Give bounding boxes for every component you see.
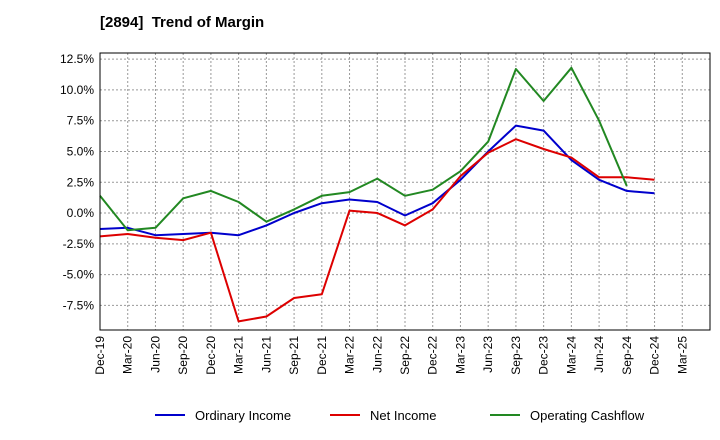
y-tick-label: -5.0% bbox=[63, 268, 95, 282]
x-tick-label: Jun-22 bbox=[370, 336, 384, 373]
x-tick-label: Mar-20 bbox=[121, 336, 135, 374]
x-tick-label: Dec-23 bbox=[537, 336, 551, 375]
x-tick-label: Jun-21 bbox=[259, 336, 273, 373]
y-tick-label: 5.0% bbox=[67, 144, 95, 158]
x-tick-label: Sep-20 bbox=[176, 336, 190, 375]
y-tick-label: 0.0% bbox=[67, 206, 95, 220]
x-tick-label: Jun-23 bbox=[481, 336, 495, 373]
x-tick-label: Jun-24 bbox=[592, 336, 606, 373]
x-tick-label: Mar-21 bbox=[232, 336, 246, 374]
x-tick-label: Dec-19 bbox=[93, 336, 107, 375]
legend: Ordinary Income Net Income Operating Cashf… bbox=[155, 408, 645, 423]
x-tick-label: Sep-21 bbox=[287, 336, 301, 375]
y-tick-label: 12.5% bbox=[60, 52, 94, 66]
y-tick-label: 2.5% bbox=[67, 175, 95, 189]
x-tick-label: Sep-23 bbox=[509, 336, 523, 375]
y-tick-label: 7.5% bbox=[67, 114, 95, 128]
x-tick-label: Dec-21 bbox=[315, 336, 329, 375]
x-tick-label: Mar-25 bbox=[675, 336, 689, 374]
x-tick-label: Sep-22 bbox=[398, 336, 412, 375]
plot-area-border bbox=[99, 52, 711, 331]
series-lines bbox=[99, 66, 655, 323]
series-line-ordinary-income bbox=[99, 124, 655, 237]
plot-area-background bbox=[100, 53, 710, 330]
x-tick-label: Mar-23 bbox=[453, 336, 467, 374]
legend-label-ordinary-income: Ordinary Income bbox=[195, 408, 291, 423]
x-tick-label: Sep-24 bbox=[620, 336, 634, 375]
x-tick-label: Dec-20 bbox=[204, 336, 218, 375]
chart-title: [2894] Trend of Margin bbox=[100, 14, 265, 31]
series-line-operating-cashflow bbox=[99, 66, 628, 232]
y-tick-label: -2.5% bbox=[63, 237, 95, 251]
legend-label-net-income: Net Income bbox=[370, 408, 436, 423]
axis-labels: 12.5% 10.0% 7.5% 5.0% 2.5% 0.0% -2.5% -5.0% -7.5… bbox=[60, 52, 689, 375]
x-tick-label: Jun-20 bbox=[148, 336, 162, 373]
x-tick-label: Dec-24 bbox=[648, 336, 662, 375]
x-tick-label: Dec-22 bbox=[426, 336, 440, 375]
grid-lines bbox=[100, 53, 710, 330]
y-tick-label: -7.5% bbox=[63, 298, 95, 312]
series-line-net-income bbox=[99, 138, 655, 323]
y-tick-label: 10.0% bbox=[60, 83, 94, 97]
x-tick-label: Mar-24 bbox=[564, 336, 578, 374]
legend-label-operating-cashflow: Operating Cashflow bbox=[530, 408, 645, 423]
x-tick-label: Mar-22 bbox=[343, 336, 357, 374]
